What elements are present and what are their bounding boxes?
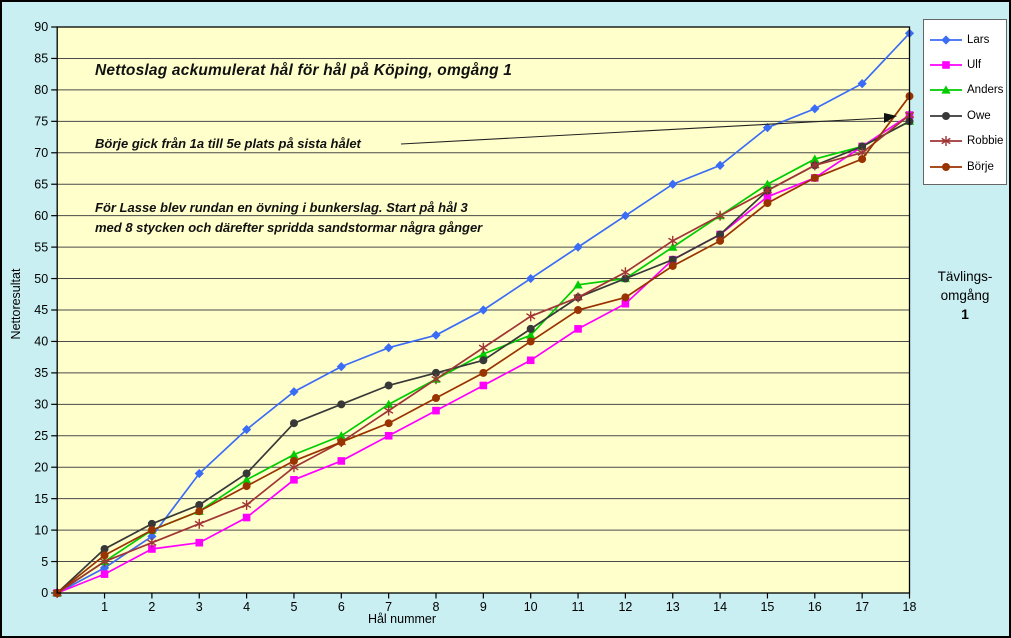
x-tick-label: 3 <box>196 600 203 614</box>
y-tick-label: 35 <box>34 366 48 380</box>
y-tick-label: 5 <box>41 555 48 569</box>
legend-label: Anders <box>967 84 1004 97</box>
y-tick-label: 60 <box>34 209 48 223</box>
chart-legend: Lars Ulf Anders Owe Robbie Börje <box>923 19 1007 186</box>
y-tick-label: 20 <box>34 460 48 474</box>
plot-border <box>56 26 911 594</box>
y-tick-label: 80 <box>34 83 48 97</box>
legend-item-ulf: Ulf <box>929 52 1004 77</box>
annotation-lasse: För Lasse blev rundan en övning i bunker… <box>95 198 482 238</box>
y-tick-label: 55 <box>34 240 48 254</box>
legend-item-owe: Owe <box>929 103 1004 128</box>
lars-diamond-marker-icon <box>930 35 962 45</box>
börje-circle-marker-icon <box>930 162 962 171</box>
legend-item-börje: Börje <box>929 154 1004 179</box>
competition-round-line2: omgång <box>940 288 990 303</box>
y-tick-label: 0 <box>41 586 48 600</box>
y-tick-label: 85 <box>34 52 48 66</box>
chart-title: Nettoslag ackumulerat hål för hål på Köp… <box>95 62 513 79</box>
x-tick-label: 17 <box>855 600 869 614</box>
annotation-borje: Börje gick från 1a till 5e plats på sist… <box>95 136 361 151</box>
y-tick-label: 65 <box>34 177 48 191</box>
series-robbie <box>52 110 915 598</box>
owe-circle-marker-icon <box>930 111 962 120</box>
x-tick-label: 15 <box>760 600 774 614</box>
series-börje <box>53 92 914 597</box>
y-tick-label: 25 <box>34 429 48 443</box>
x-tick-label: 10 <box>524 600 538 614</box>
y-tick-label: 40 <box>34 335 48 349</box>
gridlines <box>57 57 910 563</box>
x-tick-label: 13 <box>666 600 680 614</box>
x-tick-label: 9 <box>480 600 487 614</box>
annotation-lasse-line2: med 8 stycken och därefter spridda sands… <box>95 220 483 235</box>
competition-round-label: Tävlings- omgång 1 <box>922 267 1008 324</box>
y-axis-title: Nettoresultat <box>9 268 23 340</box>
x-tick-label: 11 <box>572 600 585 614</box>
y-tick-label: 10 <box>34 523 48 537</box>
legend-label: Börje <box>967 160 994 173</box>
x-tick-label: 18 <box>903 600 917 614</box>
competition-round-line1: Tävlings- <box>937 269 993 284</box>
x-tick-label: 16 <box>808 600 822 614</box>
x-tick-label: 5 <box>290 600 297 614</box>
y-tick-label: 45 <box>34 303 48 317</box>
y-tick-label: 30 <box>34 398 48 412</box>
ulf-square-marker-icon <box>930 61 962 69</box>
legend-item-anders: Anders <box>929 78 1004 103</box>
annotation-lasse-line1: För Lasse blev rundan en övning i bunker… <box>95 200 468 215</box>
x-tick-label: 12 <box>618 600 632 614</box>
x-tick-label: 8 <box>433 600 440 614</box>
legend-item-robbie: Robbie <box>929 129 1004 154</box>
x-tick-label: 1 <box>101 600 108 614</box>
legend-label: Robbie <box>967 135 1004 148</box>
y-tick-label: 70 <box>34 146 48 160</box>
y-tick-label: 15 <box>34 492 48 506</box>
y-tick-label: 90 <box>34 20 48 34</box>
x-tick-label: 4 <box>243 600 250 614</box>
legend-label: Ulf <box>967 59 982 72</box>
legend-item-lars: Lars <box>929 27 1004 52</box>
series-lars <box>52 28 915 598</box>
x-axis-title: Hål nummer <box>367 612 437 626</box>
legend-label: Lars <box>967 33 990 46</box>
callout-arrow <box>400 113 897 145</box>
y-tick-label: 75 <box>34 115 48 129</box>
robbie-asterisk-marker-icon <box>930 136 962 147</box>
y-tick-label: 50 <box>34 272 48 286</box>
competition-round-number: 1 <box>961 306 969 322</box>
legend-label: Owe <box>967 109 991 122</box>
x-tick-label: 6 <box>338 600 345 614</box>
x-tick-label: 2 <box>148 600 155 614</box>
x-tick-label: 7 <box>385 600 392 614</box>
x-tick-label: 14 <box>713 600 727 614</box>
anders-triangle-marker-icon <box>930 85 962 95</box>
